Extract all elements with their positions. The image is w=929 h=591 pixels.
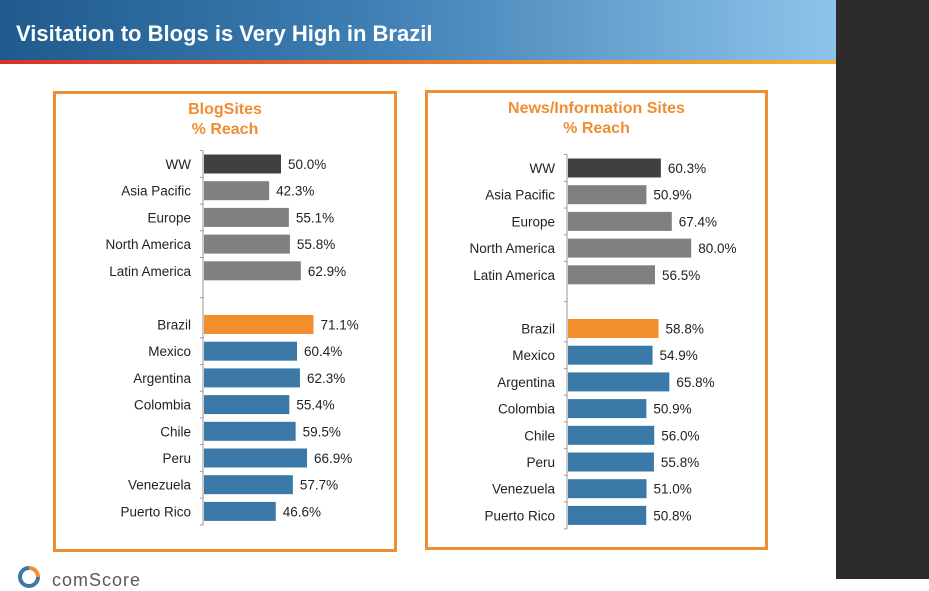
bar-ww [204, 154, 281, 174]
value-label: 55.4% [296, 398, 334, 413]
chart-title: News/Information Sites [508, 100, 685, 117]
bar-argentina [204, 368, 300, 388]
chart-subtitle: % Reach [191, 121, 259, 138]
value-label: 55.8% [297, 237, 335, 252]
bar-venezuela [568, 479, 647, 499]
bar-peru [568, 452, 654, 472]
bar-europe [204, 207, 289, 227]
category-label: Latin America [109, 264, 191, 279]
news-chart-panel: News/Information Sites % Reach WW 60.3% As… [425, 90, 768, 550]
value-label: 56.0% [661, 428, 699, 443]
bar-venezuela [204, 475, 293, 495]
category-label: Brazil [521, 322, 555, 337]
value-label: 60.4% [304, 344, 342, 359]
bar-puerto-rico [204, 501, 276, 521]
category-label: Chile [160, 424, 191, 439]
category-label: Venezuela [492, 482, 556, 497]
category-label: North America [469, 241, 555, 256]
chart-subtitle: % Reach [563, 120, 630, 137]
bar-colombia [204, 395, 290, 415]
category-label: North America [105, 237, 191, 252]
bar-mexico [568, 345, 653, 365]
value-label: 59.5% [303, 424, 341, 439]
category-label: Mexico [512, 348, 555, 363]
bar-mexico [204, 341, 298, 361]
side-background [836, 0, 929, 579]
value-label: 51.0% [654, 482, 692, 497]
value-label: 80.0% [698, 241, 736, 256]
bar-north-america [204, 234, 290, 254]
blogsites-chart-panel: BlogSites % Reach WW 50.0% Asia Pacific 42.… [53, 91, 397, 552]
category-label: WW [166, 157, 192, 172]
value-label: 50.0% [288, 157, 326, 172]
bar-colombia [568, 399, 647, 419]
value-label: 71.1% [320, 318, 358, 333]
category-label: Chile [524, 428, 555, 443]
value-label: 66.9% [314, 451, 352, 466]
value-label: 58.8% [666, 322, 704, 337]
value-label: 46.6% [283, 504, 321, 519]
bar-north-america [568, 238, 692, 258]
slide-title: Visitation to Blogs is Very High in Braz… [16, 21, 433, 46]
bar-europe [568, 211, 672, 231]
bar-brazil [204, 315, 314, 334]
title-banner: Visitation to Blogs is Very High in Braz… [0, 0, 836, 60]
value-label: 62.9% [308, 264, 346, 279]
category-label: Europe [511, 214, 555, 229]
category-label: Asia Pacific [485, 188, 555, 203]
bar-puerto-rico [568, 505, 647, 525]
bar-chile [568, 425, 655, 445]
value-label: 50.9% [653, 188, 691, 203]
blogsites-bar-chart: WW 50.0% Asia Pacific 42.3% Europe 55.1% North… [105, 150, 359, 526]
slide: Visitation to Blogs is Very High in Braz… [0, 0, 836, 590]
category-label: Peru [162, 451, 191, 466]
title-underline [0, 60, 836, 64]
category-label: Venezuela [128, 478, 192, 493]
bar-argentina [568, 372, 670, 392]
category-label: Mexico [148, 344, 191, 359]
chart-title: BlogSites [188, 101, 262, 118]
bar-asia-pacific [568, 185, 647, 205]
category-label: WW [530, 161, 556, 176]
category-label: Puerto Rico [484, 508, 555, 523]
bar-latin-america [204, 261, 301, 281]
category-label: Argentina [133, 371, 191, 386]
value-label: 60.3% [668, 161, 706, 176]
value-label: 42.3% [276, 184, 314, 199]
category-label: Colombia [498, 402, 556, 417]
value-label: 62.3% [307, 371, 345, 386]
category-label: Puerto Rico [120, 504, 191, 519]
category-label: Latin America [473, 268, 555, 283]
category-label: Colombia [134, 398, 192, 413]
value-label: 54.9% [660, 348, 698, 363]
bar-asia-pacific [204, 181, 270, 201]
category-label: Asia Pacific [121, 184, 191, 199]
value-label: 65.8% [676, 375, 714, 390]
bar-brazil [568, 319, 659, 338]
value-label: 50.8% [653, 508, 691, 523]
value-label: 55.8% [661, 455, 699, 470]
category-label: Europe [147, 210, 191, 225]
bar-ww [568, 158, 661, 178]
value-label: 56.5% [662, 268, 700, 283]
value-label: 57.7% [300, 478, 338, 493]
bar-peru [204, 448, 308, 468]
category-label: Brazil [157, 318, 191, 333]
bar-chile [204, 421, 296, 441]
news-bar-chart: WW 60.3% Asia Pacific 50.9% Europe 67.4% North… [469, 154, 736, 530]
value-label: 50.9% [653, 402, 691, 417]
value-label: 55.1% [296, 210, 334, 225]
category-label: Argentina [497, 375, 555, 390]
category-label: Peru [526, 455, 555, 470]
bar-latin-america [568, 265, 656, 285]
footer-brand: comScore [52, 570, 142, 590]
comscore-logo-icon [18, 566, 40, 588]
value-label: 67.4% [679, 214, 717, 229]
